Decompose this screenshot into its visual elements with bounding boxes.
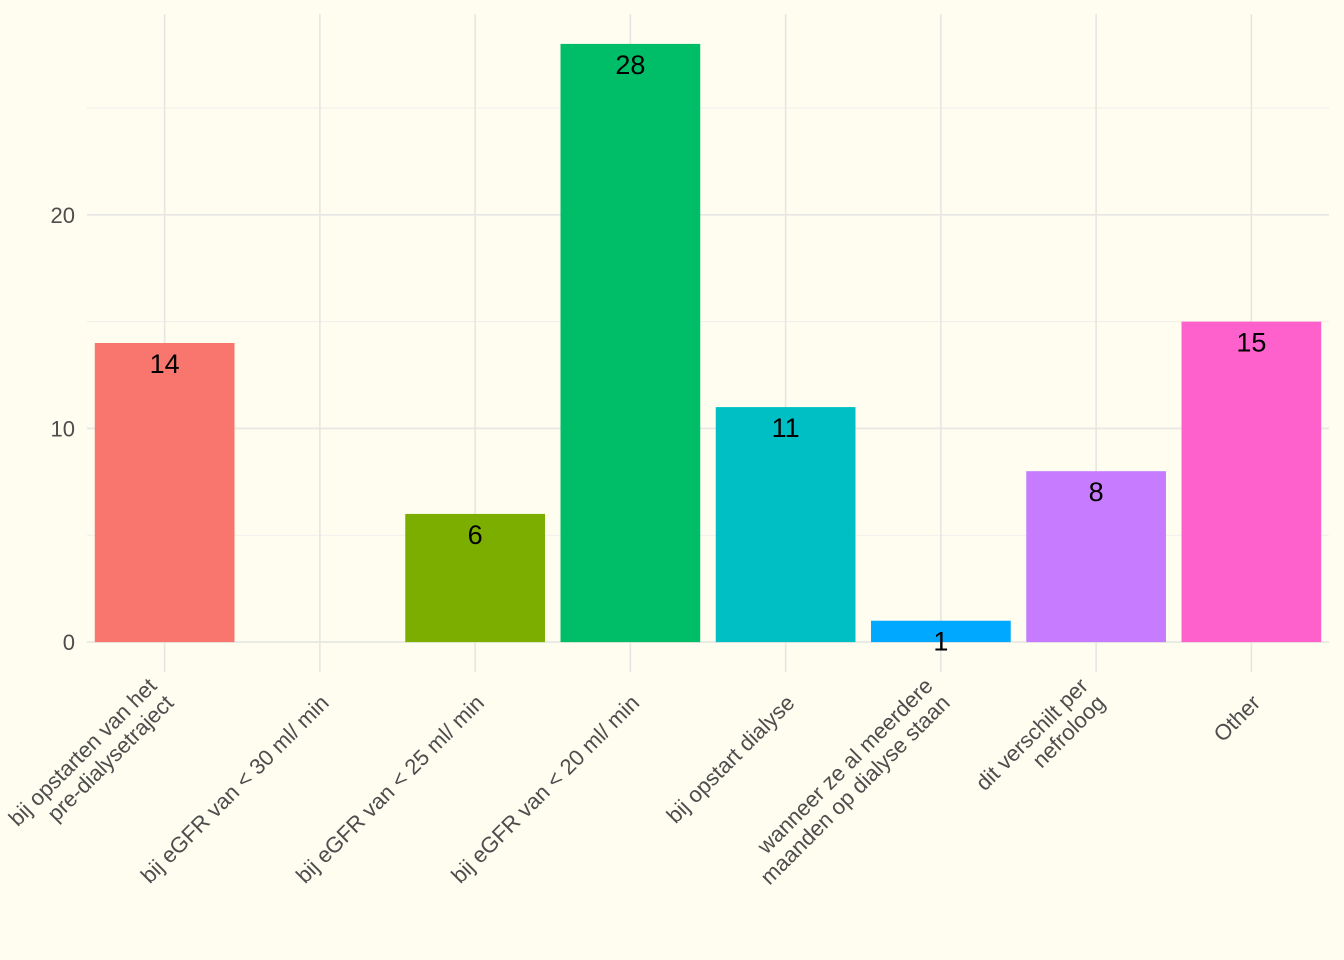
- x-tick-label: bij opstarten van hetpre-dialysetraject: [4, 673, 179, 848]
- x-tick-label: bij opstart dialyse: [662, 690, 800, 828]
- bar-value-label: 1: [933, 627, 948, 657]
- bar-value-label: 11: [772, 413, 800, 443]
- bar-value-label: 28: [615, 50, 645, 80]
- x-tick-label: dit verschilt pernefroloog: [971, 673, 1110, 812]
- bars: [94, 43, 1322, 643]
- bar: [871, 620, 1011, 643]
- x-tick-label: Other: [1209, 690, 1266, 747]
- x-axis-ticks: bij opstarten van hetpre-dialysetraject b…: [4, 673, 1266, 889]
- y-tick-label: 20: [51, 203, 75, 228]
- bar: [715, 407, 856, 643]
- bar: [405, 513, 545, 643]
- y-axis-ticks: 0 10 20: [51, 203, 75, 655]
- bar-value-label: 6: [468, 520, 483, 550]
- bar: [94, 343, 235, 643]
- bar-value-label: 15: [1236, 328, 1266, 358]
- bar: [1181, 321, 1322, 643]
- bar: [560, 43, 701, 643]
- y-tick-label: 10: [51, 416, 75, 441]
- bar-value-label: 8: [1089, 477, 1104, 507]
- y-tick-label: 0: [63, 630, 75, 655]
- bar: [1026, 471, 1166, 643]
- bar-value-label: 14: [150, 349, 180, 379]
